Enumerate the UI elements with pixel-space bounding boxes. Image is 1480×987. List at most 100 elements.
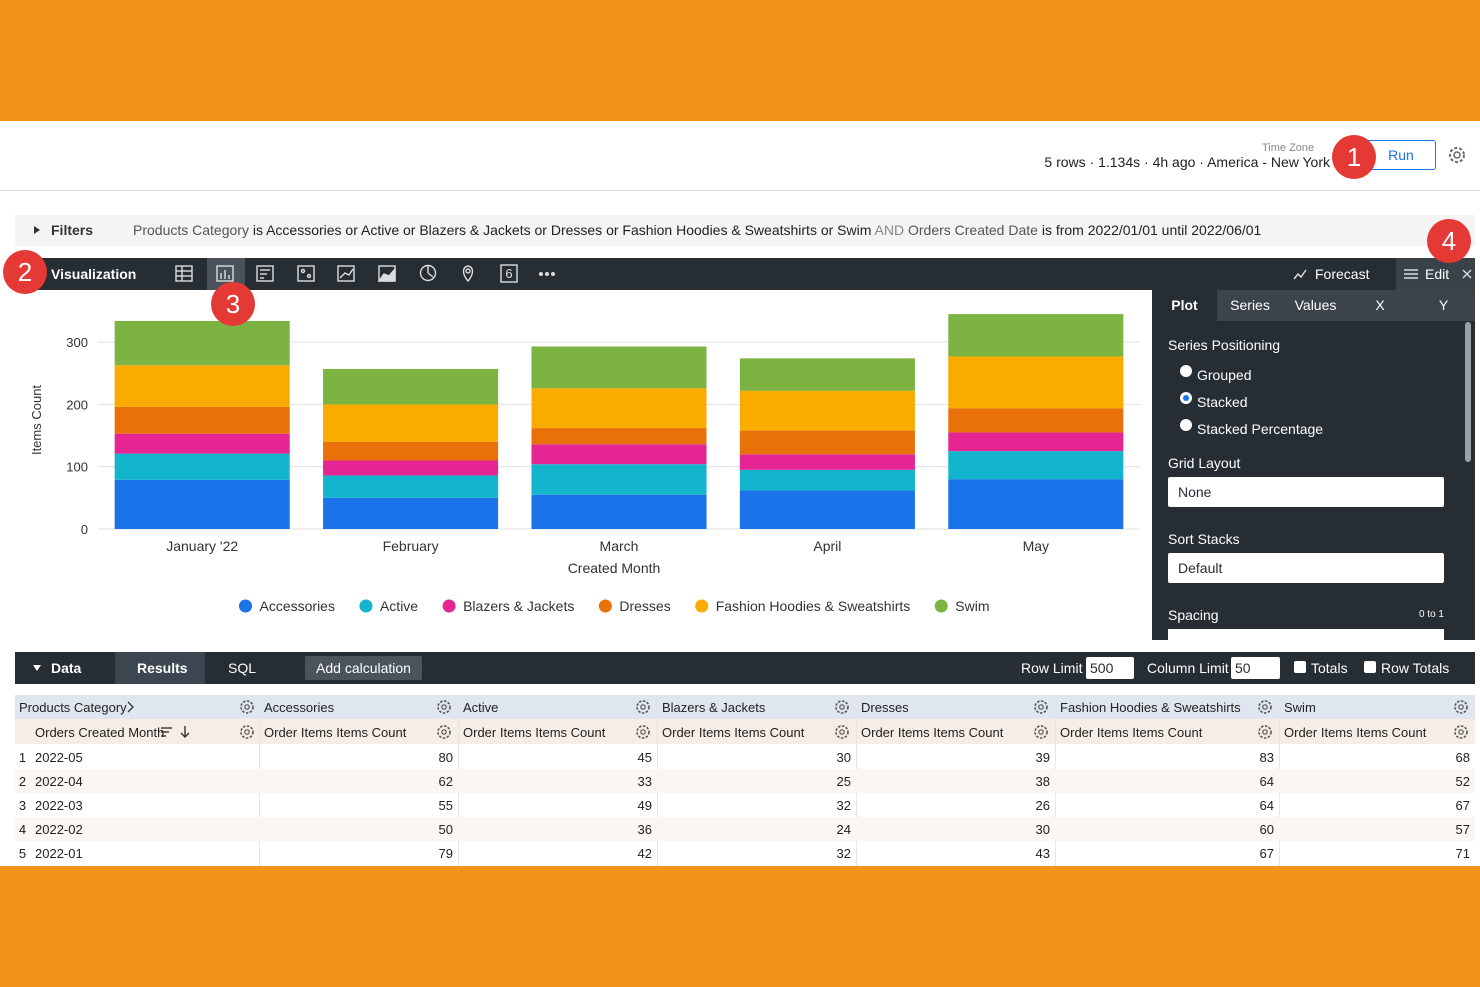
y-axis-title: Items Count [29,385,44,455]
table-value: 26 [1035,798,1050,813]
measure-header: Order Items Items Count [1284,725,1427,740]
column-settings-icon[interactable] [1453,699,1469,715]
x-axis-title: Created Month [568,560,661,576]
table-value: 30 [836,750,851,765]
column-settings-icon[interactable] [436,699,452,715]
table-value: 67 [1259,846,1274,861]
column-settings-icon[interactable] [1453,724,1469,740]
row-index: 5 [18,846,27,861]
results-table: Products Category Orders Created Month Acc… [15,695,1475,866]
settings-icon[interactable] [1447,145,1467,165]
row-month: 2022-05 [35,750,83,765]
x-tick-label: February [383,538,439,554]
legend-marker [239,599,252,613]
sort-stacks-select[interactable]: Default [1168,553,1444,583]
forecast-icon[interactable] [1292,266,1308,282]
table-value: 60 [1259,822,1274,837]
table-value: 55 [438,798,453,813]
table-value: 36 [637,822,652,837]
sql-tab[interactable]: SQL [228,660,257,676]
time-zone-label[interactable]: Time Zone [1262,142,1315,154]
bar-segment [948,314,1124,357]
row-stripe [15,769,1475,793]
expand-icon[interactable] [32,225,42,235]
table-value: 42 [637,846,652,861]
measure-header: Order Items Items Count [861,725,1004,740]
column-settings-icon[interactable] [1033,724,1049,740]
radio-label: Grouped [1197,367,1252,383]
column-settings-icon[interactable] [239,724,255,740]
table-value: 71 [1455,846,1470,861]
results-tab[interactable]: Results [137,660,188,676]
table-value: 83 [1259,750,1274,765]
visualization-label[interactable]: Visualization [51,266,137,282]
column-settings-icon[interactable] [1257,699,1273,715]
add-calculation-button[interactable]: Add calculation [305,656,422,680]
table-value: 32 [836,798,851,813]
column-settings-icon[interactable] [834,724,850,740]
edit-panel-tab[interactable]: Series [1230,297,1270,313]
radio-label: Stacked Percentage [1197,421,1324,437]
edit-tabs-bar [1217,290,1475,321]
column-settings-icon[interactable] [834,699,850,715]
run-button[interactable]: Run [1366,140,1436,170]
edit-panel-tab[interactable]: X [1375,297,1385,313]
row-index: 1 [18,750,27,765]
row-limit-input[interactable]: 500 [1086,657,1134,679]
callout: 3 [211,282,255,326]
bar-segment [948,408,1124,433]
column-settings-icon[interactable] [1033,699,1049,715]
dimension-header[interactable]: Orders Created Month [35,725,165,740]
bar-segment [948,432,1124,452]
row-month: 2022-03 [35,798,83,813]
radio-button[interactable] [1180,392,1192,404]
sort-icons[interactable] [160,725,194,739]
grid-layout-select[interactable]: None [1168,477,1444,507]
chart-type-icons[interactable]: 6 [170,262,560,286]
radio-button[interactable] [1180,365,1192,377]
legend-label: Blazers & Jackets [463,598,574,614]
row-limit-label: Row Limit [1021,660,1083,676]
filter-condition: is from 2022/01/01 until 2022/06/01 [1041,222,1262,238]
column-settings-icon[interactable] [635,724,651,740]
bar-segment [323,475,499,498]
bar-segment [739,490,915,529]
pivot-column-header: Active [463,700,499,715]
collapse-icon[interactable] [32,663,42,673]
row-totals-checkbox[interactable] [1364,661,1376,673]
table-value: 64 [1259,774,1274,789]
row-index: 2 [18,774,27,789]
spacing-input[interactable] [1168,629,1444,640]
bar-segment [948,479,1124,529]
edit-icon[interactable] [1403,266,1419,282]
radio-button[interactable] [1180,419,1192,431]
divider [0,190,1480,191]
pivot-column-header: Accessories [264,700,335,715]
column-limit-input[interactable]: 50 [1231,657,1280,679]
column-settings-icon[interactable] [1257,724,1273,740]
row-month: 2022-01 [35,846,83,861]
forecast-button[interactable]: Forecast [1315,266,1370,282]
bar-segment [114,320,290,366]
x-tick-label: March [600,538,639,554]
callout: 1 [1332,135,1376,179]
close-icon[interactable] [1461,268,1473,280]
bar-segment [531,444,707,465]
column-settings-icon[interactable] [239,699,255,715]
column-settings-icon[interactable] [436,724,452,740]
chart: 0 100 200 300 Items Count Created Month Januar… [29,314,1140,614]
edit-panel-tab[interactable]: Values [1294,297,1337,313]
x-tick-label: January '22 [166,538,238,554]
data-label[interactable]: Data [51,660,82,676]
legend-label: Swim [955,598,989,614]
edit-button[interactable]: Edit [1425,266,1450,282]
totals-checkbox[interactable] [1294,661,1306,673]
filters-label[interactable]: Filters [51,222,94,238]
column-settings-icon[interactable] [635,699,651,715]
edit-panel-tab[interactable]: Y [1438,297,1449,313]
legend-marker [598,599,612,613]
edit-panel-tab[interactable]: Plot [1171,297,1198,313]
y-tick-label: 100 [66,460,88,475]
scrollbar [1465,322,1471,462]
bar-segment [739,430,915,455]
